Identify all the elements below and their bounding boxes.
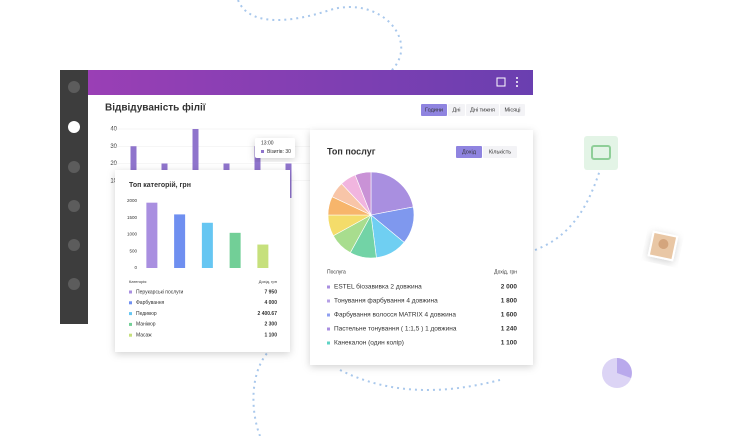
bar [201,222,213,268]
tooltip-text: Візитів: 30 [267,149,291,155]
table-header: Дохід, грн [494,269,517,275]
nav-dot[interactable] [68,278,80,290]
row-value: 1 800 [501,298,518,305]
tab[interactable] [500,104,525,116]
row-value: 2 400.67 [258,311,278,317]
row-label: Перукарські послуги [136,289,183,295]
row-value: 7 950 [264,289,277,295]
row-value: 2 300 [264,322,277,328]
nav-dot[interactable] [68,161,80,173]
row-value: 2 000 [501,284,518,291]
row-swatch [327,285,330,289]
row-swatch [327,299,330,303]
nav-dot[interactable] [68,200,80,212]
y-tick-label: 20 [110,161,117,167]
row-swatch [129,322,132,326]
table-header: Послуга [327,269,346,275]
services-tabs: Дохід Кількість [456,146,517,158]
expand-icon[interactable] [496,77,506,87]
y-tick-label: 40 [110,127,117,133]
row-label: Канекалон (один колір) [334,339,404,347]
y-tick-label: 10 [110,178,117,184]
row-label: Фарбування волосся MATRIX 4 довжина [334,311,456,319]
row-label: Масаж [136,333,152,339]
nav-dot[interactable] [68,81,80,93]
tab[interactable] [421,104,447,116]
row-swatch [129,301,132,305]
menu-icon[interactable] [516,77,518,87]
table-header: Категорія [129,279,146,284]
tooltip-time: 13:00 [261,140,274,146]
tab-label[interactable]: Місяці [505,107,521,113]
row-value: 1 100 [264,333,277,339]
tab-label[interactable]: Дні [453,107,461,113]
row-value: 1 600 [501,312,518,319]
bar [146,202,158,268]
row-swatch [129,290,132,294]
row-value: 4 000 [264,300,277,306]
tooltip: 13:00 Візитів: 30 [255,138,295,158]
tab-label[interactable]: Дохід [462,149,477,155]
tab[interactable] [456,146,482,158]
y-tick-label: 500 [129,248,137,253]
tab-label[interactable]: Години [425,107,443,113]
row-value: 1 240 [501,326,518,333]
avatar [647,230,679,262]
row-swatch [129,312,132,316]
row-label: Тонування фарбування 4 довжина [334,297,438,305]
sidebar-nav [68,81,80,290]
bar [257,244,269,268]
tab-label[interactable]: Дні тижня [470,107,495,113]
services-table: Послуга Дохід, грн ESTEL біозавивка 2 довж… [327,269,518,347]
nav-dot[interactable] [68,239,80,251]
card-title: Топ категорій, грн [129,181,191,189]
row-swatch [327,341,330,345]
categories-table: Категорія Дохід, грн Перукарські послуги 7 … [129,279,278,339]
bar [229,232,241,268]
tab-label[interactable]: Кількість [489,149,511,155]
row-swatch [129,333,132,337]
panel-title: Відвідуваність філії [105,102,206,114]
y-tick-label: 30 [110,144,117,150]
tab[interactable] [448,104,465,116]
visits-tabs: Години Дні Дні тижня Місяці [421,104,525,116]
row-label: Пастельне тонування ( 1:1,5 ) 1 довжина [334,326,457,333]
header-bar [88,70,533,95]
y-tick-label: 2000 [127,198,138,203]
y-tick-label: 0 [134,265,137,270]
pie-icon [602,358,632,388]
row-swatch [327,313,330,317]
y-tick-label: 1000 [127,232,138,237]
y-tick-label: 1500 [127,215,138,220]
row-label: Педикюр [136,311,157,317]
tab[interactable] [483,146,517,158]
pie-slice [354,171,372,216]
tab[interactable] [466,104,499,116]
services-pie [327,171,415,259]
bar [174,214,186,268]
nav-dot[interactable] [68,121,80,133]
pie-slice [370,171,414,216]
row-label: ESTEL біозавивка 2 довжина [334,283,422,291]
table-header: Дохід, грн [259,279,277,284]
row-value: 1 100 [501,340,518,347]
bar [192,129,199,198]
row-label: Манікюр [136,322,156,328]
row-swatch [327,327,330,331]
wallet-icon [584,136,618,170]
row-label: Фарбування [136,300,165,306]
card-title: Топ послуг [327,146,376,156]
categories-chart: 0 500 1000 1500 2000 [127,198,269,270]
